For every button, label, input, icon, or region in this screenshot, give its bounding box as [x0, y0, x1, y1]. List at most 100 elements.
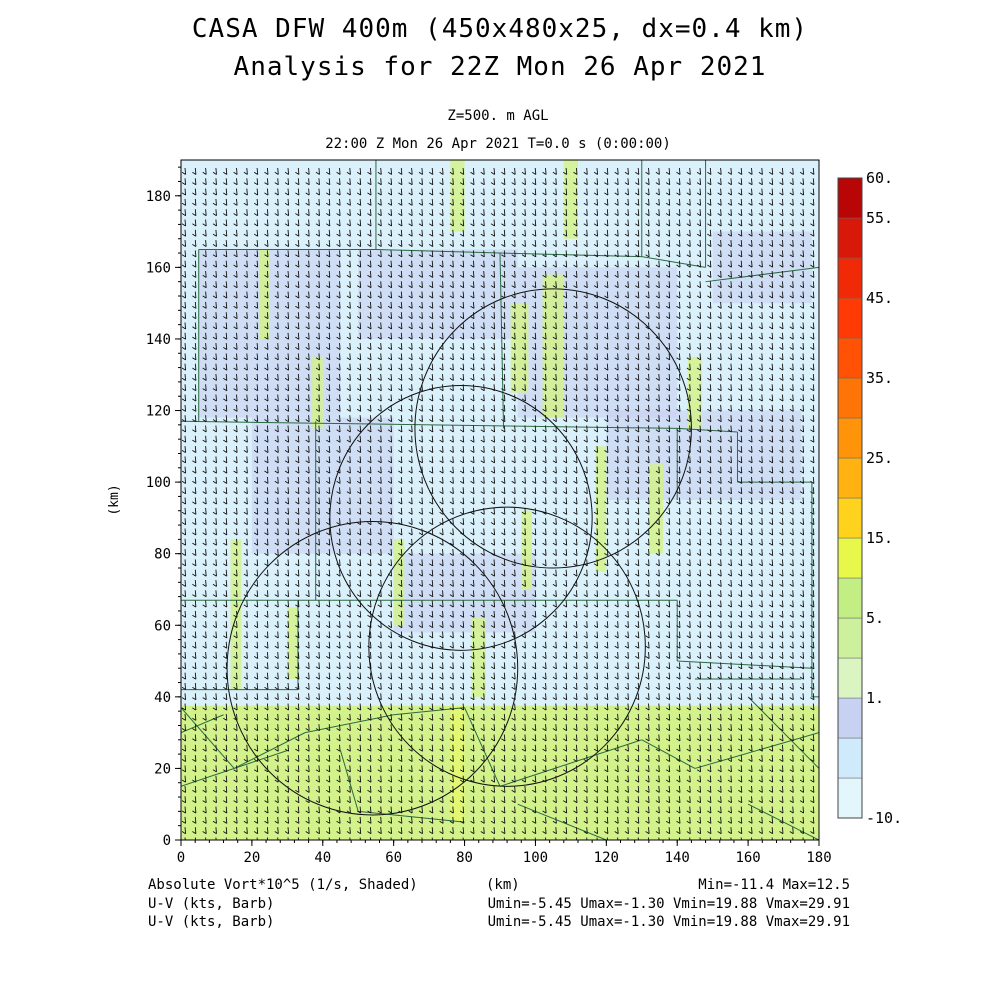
wind-barb — [593, 178, 599, 186]
wind-barb — [573, 240, 578, 247]
wind-barb — [253, 559, 259, 567]
wind-barb — [429, 373, 434, 381]
wind-barb — [542, 209, 547, 217]
wind-barb — [223, 559, 228, 567]
wind-barb — [717, 219, 722, 227]
wind-barb — [645, 569, 650, 577]
wind-barb — [326, 538, 331, 546]
wind-barb — [738, 456, 743, 464]
wind-barb — [315, 260, 320, 268]
wind-barb — [192, 240, 197, 247]
wind-barb — [552, 579, 557, 587]
wind-barb — [295, 610, 300, 618]
wind-barb — [377, 600, 382, 608]
wind-barb — [377, 569, 382, 577]
wind-barb — [243, 394, 248, 402]
wind-barb — [748, 270, 753, 278]
wind-barb — [367, 291, 372, 299]
wind-barb — [562, 785, 568, 793]
wind-barb — [336, 518, 341, 526]
wind-barb — [274, 435, 279, 443]
wind-barb — [627, 837, 629, 840]
wind-barb — [305, 384, 310, 392]
wind-barb — [408, 229, 413, 237]
wind-barb — [202, 435, 207, 443]
wind-barb — [264, 538, 269, 546]
wind-barb — [614, 487, 619, 495]
wind-barb — [738, 301, 743, 309]
wind-barb — [359, 837, 361, 840]
shade-green-patch — [521, 510, 532, 590]
wind-barb — [604, 528, 609, 536]
wind-barb — [326, 167, 331, 175]
wind-barb — [305, 260, 310, 268]
wind-barb — [501, 806, 506, 814]
wind-barb — [799, 703, 805, 711]
wind-barb — [593, 785, 599, 793]
wind-barb — [223, 240, 228, 247]
wind-barb — [583, 363, 588, 371]
wind-barb — [470, 734, 475, 742]
wind-barb — [387, 549, 393, 556]
wind-barb — [532, 198, 537, 206]
wind-barb — [398, 404, 403, 412]
wind-barb — [624, 394, 629, 402]
wind-barb — [202, 466, 207, 474]
wind-barb — [398, 240, 403, 247]
wind-barb — [264, 404, 269, 412]
wind-barb — [295, 446, 300, 453]
wind-barb — [573, 816, 578, 824]
wind-barb — [459, 579, 465, 587]
wind-barb — [738, 497, 743, 505]
wind-barb — [532, 744, 537, 752]
wind-barb — [696, 744, 702, 752]
wind-barb — [748, 734, 753, 742]
wind-barb — [552, 384, 557, 392]
wind-barb — [336, 312, 341, 320]
wind-barb — [315, 301, 320, 309]
wind-barb — [295, 384, 300, 392]
wind-barb — [624, 559, 629, 567]
wind-barb — [408, 425, 413, 433]
wind-barb — [387, 631, 393, 639]
wind-barb — [593, 250, 599, 258]
wind-barb — [212, 785, 217, 793]
wind-barb — [418, 641, 423, 649]
wind-barb — [264, 188, 269, 196]
wind-barb — [377, 291, 382, 299]
wind-barb — [532, 353, 537, 361]
wind-barb — [346, 435, 351, 443]
wind-barb — [212, 281, 217, 289]
wind-barb — [501, 415, 506, 423]
wind-barb — [264, 332, 269, 340]
wind-barb — [336, 167, 341, 175]
wind-barb — [511, 209, 516, 217]
y-axis-label: (km) — [107, 484, 122, 515]
wind-barb — [367, 528, 372, 536]
wind-barb — [552, 343, 557, 350]
wind-barb — [377, 682, 382, 690]
wind-barb — [284, 178, 290, 186]
wind-barb — [202, 693, 207, 701]
wind-barb — [738, 415, 743, 423]
wind-barb — [480, 827, 485, 835]
wind-barb — [768, 538, 774, 546]
wind-barb — [521, 435, 526, 443]
wind-barb — [789, 806, 794, 814]
wind-barb — [562, 713, 568, 721]
wind-barb — [346, 301, 351, 309]
wind-barb — [768, 404, 774, 412]
wind-barb — [243, 672, 248, 680]
wind-barb — [336, 579, 341, 587]
wind-barb — [562, 178, 568, 186]
wind-barb — [212, 672, 217, 680]
wind-barb — [521, 682, 526, 690]
wind-barb — [552, 322, 557, 330]
wind-barb — [429, 672, 434, 680]
wind-barb — [223, 415, 228, 423]
wind-barb — [181, 528, 187, 536]
wind-barb — [202, 703, 207, 711]
wind-barb — [511, 353, 516, 361]
wind-barb — [408, 662, 413, 670]
wind-barb — [686, 240, 691, 247]
